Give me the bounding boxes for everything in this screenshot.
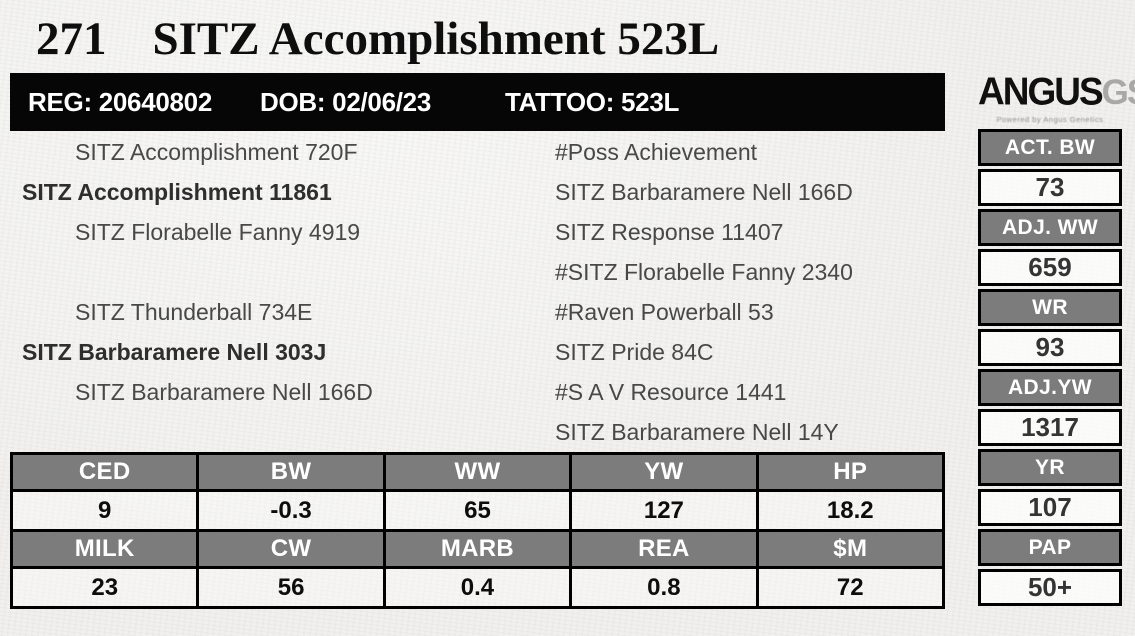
- logo-text-angus: ANGUS: [978, 69, 1104, 113]
- epd-value-cell: 0.4: [382, 566, 573, 609]
- stat-label: ACT. BW: [978, 129, 1122, 166]
- animal-name: SITZ Accomplishment 523L: [152, 13, 720, 65]
- epd-header-cell: CW: [196, 529, 386, 569]
- epd-header-cell: $M: [755, 529, 946, 569]
- great-grandparent: #S A V Resource 1441: [555, 379, 787, 405]
- stat-value: 50+: [978, 569, 1122, 606]
- stat-value: 659: [978, 249, 1122, 286]
- epd-value-cell: 23: [9, 566, 200, 609]
- epd-value-cell: 18.2: [755, 489, 946, 532]
- stat-label: YR: [978, 449, 1122, 486]
- epd-table: CED BW WW YW HP 9 -0.3 65 127 18.2 MILK …: [9, 452, 946, 609]
- epd-header-cell: HP: [755, 452, 946, 492]
- page-title: 271 SITZ Accomplishment 523L: [36, 12, 719, 66]
- performance-sidebar: ANGUSGS Powered by Angus Genetics ACT. B…: [978, 69, 1135, 609]
- epd-value-cell: -0.3: [196, 489, 386, 532]
- great-grandparent: #SITZ Florabelle Fanny 2340: [555, 259, 853, 285]
- tattoo: TATTOO: 523L: [504, 86, 680, 117]
- stat-value: 1317: [978, 409, 1122, 446]
- epd-header-cell: MARB: [382, 529, 573, 569]
- stat-value: 107: [978, 489, 1122, 526]
- dob: DOB: 02/06/23: [260, 86, 431, 117]
- stat-label: ADJ. WW: [978, 209, 1122, 246]
- epd-value-cell: 127: [569, 489, 759, 532]
- stat-value: 93: [978, 329, 1122, 366]
- epd-header-cell: REA: [569, 529, 759, 569]
- epd-header-cell: YW: [569, 452, 759, 492]
- epd-value-cell: 65: [382, 489, 573, 532]
- performance-stats: ACT. BW 73 ADJ. WW 659 WR 93 ADJ.YW 1317…: [978, 129, 1122, 606]
- sire-name: SITZ Accomplishment 11861: [22, 179, 332, 205]
- great-grandparent: #Raven Powerball 53: [555, 299, 774, 325]
- great-grandparent: SITZ Pride 84C: [555, 339, 714, 365]
- epd-value-row: 9 -0.3 65 127 18.2: [9, 489, 946, 532]
- stat-label: PAP: [978, 529, 1122, 566]
- great-grandparent: SITZ Barbaramere Nell 166D: [555, 179, 853, 205]
- epd-value-cell: 72: [755, 566, 946, 609]
- epd-header-row: CED BW WW YW HP: [9, 452, 946, 492]
- great-grandparent: #Poss Achievement: [555, 139, 758, 165]
- registration-bar: REG: 20640802 DOB: 02/06/23 TATTOO: 523L: [10, 73, 945, 131]
- epd-header-cell: WW: [382, 452, 573, 492]
- sire-granddam: SITZ Florabelle Fanny 4919: [75, 219, 361, 245]
- epd-value-row: 23 56 0.4 0.8 72: [9, 566, 946, 609]
- sire-grandsire: SITZ Accomplishment 720F: [75, 139, 358, 165]
- dam-grandsire: SITZ Thunderball 734E: [75, 299, 313, 325]
- angus-gs-logo: ANGUSGS: [978, 69, 1135, 114]
- lot-number: 271: [36, 13, 107, 65]
- epd-value-cell: 56: [196, 566, 386, 609]
- epd-header-row: MILK CW MARB REA $M: [9, 529, 946, 569]
- dam-name: SITZ Barbaramere Nell 303J: [22, 339, 327, 365]
- stat-label: WR: [978, 289, 1122, 326]
- great-grandparent: SITZ Response 11407: [555, 219, 784, 245]
- epd-header-cell: BW: [196, 452, 386, 492]
- stat-label: ADJ.YW: [978, 369, 1122, 406]
- epd-header-cell: MILK: [9, 529, 200, 569]
- dam-granddam: SITZ Barbaramere Nell 166D: [75, 379, 373, 405]
- pedigree: SITZ Accomplishment 720F SITZ Accomplish…: [10, 132, 945, 452]
- stat-value: 73: [978, 169, 1122, 206]
- epd-value-cell: 9: [9, 489, 200, 532]
- epd-header-cell: CED: [9, 452, 200, 492]
- reg-number: REG: 20640802: [28, 86, 213, 117]
- epd-value-cell: 0.8: [569, 566, 759, 609]
- logo-tagline: Powered by Angus Genetics: [996, 115, 1104, 124]
- logo-text-gs: GS: [1101, 73, 1135, 112]
- great-grandparent: SITZ Barbaramere Nell 14Y: [555, 419, 839, 445]
